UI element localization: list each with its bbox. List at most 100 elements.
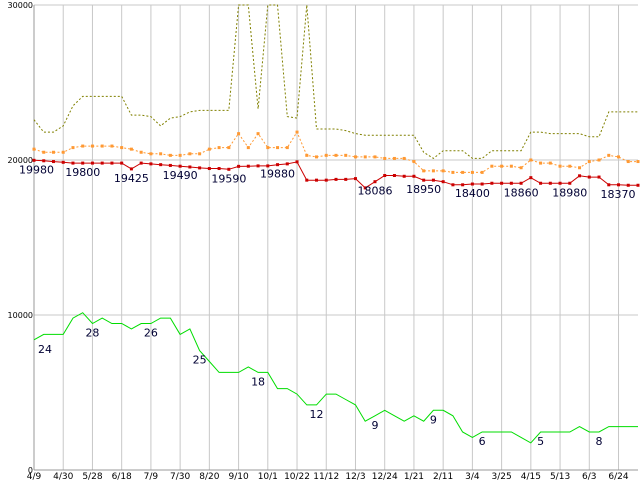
series-2-point xyxy=(402,174,406,178)
series-2-point xyxy=(227,167,231,171)
data-label: 18400 xyxy=(455,187,490,200)
series-1-point xyxy=(324,153,328,157)
series-1-point xyxy=(188,152,192,156)
series-1-point xyxy=(422,169,426,173)
series-1-point xyxy=(90,144,94,148)
x-tick-label: 6/18 xyxy=(112,472,132,480)
series-1-point xyxy=(217,146,221,150)
series-2-point xyxy=(129,167,133,171)
series-2-point xyxy=(539,181,543,185)
x-tick-label: 11/12 xyxy=(313,472,339,480)
x-tick-label: 12/3 xyxy=(345,472,365,480)
series-1-point xyxy=(159,152,163,156)
x-tick-label: 12/24 xyxy=(372,472,398,480)
data-label: 18 xyxy=(251,375,265,388)
series-1-point xyxy=(227,146,231,150)
x-tick-label: 1/21 xyxy=(404,472,424,480)
series-1-point xyxy=(237,132,241,136)
series-2-point xyxy=(441,180,445,184)
series-1-point xyxy=(441,169,445,173)
series-1-point xyxy=(71,146,75,150)
series-1-point xyxy=(256,132,260,136)
series-1-point xyxy=(431,169,435,173)
series-1-point xyxy=(519,166,523,170)
series-2-point xyxy=(451,183,455,187)
series-1-point xyxy=(636,160,640,164)
x-tick-label: 6/3 xyxy=(582,472,596,480)
series-2-point xyxy=(529,176,533,180)
series-2-point xyxy=(266,164,270,168)
series-1-point xyxy=(529,158,533,162)
x-tick-label: 3/25 xyxy=(492,472,512,480)
series-2-point xyxy=(237,164,241,168)
x-tick-label: 10/1 xyxy=(258,472,278,480)
x-tick-label: 2/11 xyxy=(433,472,453,480)
y-tick-label: 20000 xyxy=(8,156,33,165)
series-line-1 xyxy=(33,131,638,173)
series-1-point xyxy=(61,150,65,154)
series-1-point xyxy=(568,164,572,168)
x-tick-label: 5/13 xyxy=(550,472,570,480)
x-tick-label: 7/30 xyxy=(170,472,190,480)
x-tick-label: 9/10 xyxy=(228,472,248,480)
series-1-point xyxy=(402,156,406,160)
series-1-point xyxy=(305,153,309,157)
series-2-point xyxy=(509,181,513,185)
series-1-point xyxy=(548,161,552,165)
data-label: 18980 xyxy=(552,186,587,199)
grid xyxy=(33,4,638,471)
series-1-point xyxy=(51,150,55,154)
y-tick-label: 30000 xyxy=(8,1,33,10)
x-tick-label: 8/20 xyxy=(199,472,219,480)
series-2-point xyxy=(51,160,55,164)
series-2-point xyxy=(500,181,504,185)
series-2-point xyxy=(100,161,104,165)
series-2-point xyxy=(548,181,552,185)
series-2-point xyxy=(198,166,202,170)
data-label: 18086 xyxy=(357,185,392,198)
series-1-point xyxy=(334,153,338,157)
series-1-point xyxy=(480,170,484,174)
data-label: 5 xyxy=(537,435,544,448)
x-tick-label: 3/4 xyxy=(465,472,480,480)
series-1-point xyxy=(315,155,319,159)
axes xyxy=(33,5,638,471)
series-2-point xyxy=(344,177,348,181)
series-1-point xyxy=(597,158,601,162)
series-1-point xyxy=(81,144,85,148)
series-1-point xyxy=(198,152,202,156)
series-2-point xyxy=(422,178,426,182)
series-1-point xyxy=(578,166,582,170)
series-1-point xyxy=(295,130,299,134)
series-2-point xyxy=(412,174,416,178)
data-label: 25 xyxy=(193,354,207,367)
series-lines xyxy=(32,4,640,444)
series-2-point xyxy=(519,181,523,185)
series-1-point xyxy=(383,156,387,160)
series-2-point xyxy=(81,161,85,165)
data-label: 19800 xyxy=(65,166,100,179)
series-2-point xyxy=(480,182,484,186)
series-1-point xyxy=(32,147,36,151)
data-label: 9 xyxy=(430,413,437,426)
series-1-point xyxy=(558,164,562,168)
series-1-point xyxy=(626,160,630,164)
series-1-point xyxy=(373,155,377,159)
series-2-point xyxy=(305,178,309,182)
series-2-point xyxy=(373,180,377,184)
series-1-point xyxy=(42,150,46,154)
series-2-point xyxy=(256,164,260,168)
series-line-0 xyxy=(33,4,638,160)
y-tick-label: 0 xyxy=(28,466,33,475)
series-1-point xyxy=(207,147,211,151)
data-label: 28 xyxy=(85,327,99,340)
series-1-point xyxy=(168,153,172,157)
series-1-point xyxy=(285,146,289,150)
x-tick-label: 7/9 xyxy=(144,472,159,480)
x-tick-label: 4/15 xyxy=(521,472,541,480)
series-1-point xyxy=(139,150,143,154)
series-2-point xyxy=(207,167,211,171)
series-1-point xyxy=(344,153,348,157)
series-line-3 xyxy=(33,312,638,444)
